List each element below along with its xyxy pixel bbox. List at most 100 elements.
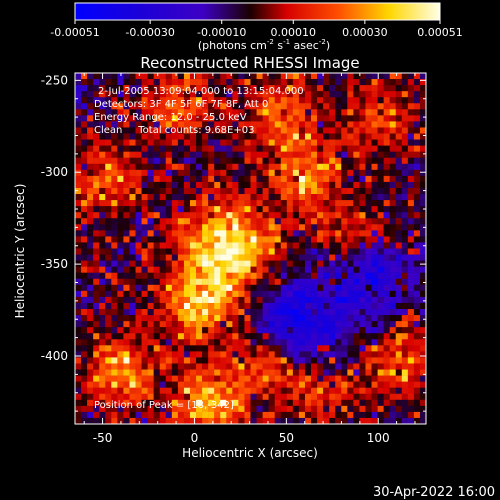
heatmap-cell xyxy=(111,230,118,237)
heatmap-cell xyxy=(280,302,288,310)
heatmap-cell xyxy=(165,393,173,401)
heatmap-cell xyxy=(383,115,390,122)
heatmap-cell xyxy=(147,175,154,183)
heatmap-cell xyxy=(329,194,336,201)
heatmap-cell xyxy=(123,363,130,370)
heatmap-cell xyxy=(232,363,239,370)
heatmap-cell xyxy=(238,115,245,122)
heatmap-cell xyxy=(159,375,167,382)
heatmap-cell xyxy=(135,351,142,358)
heatmap-cell xyxy=(304,315,312,322)
heatmap-cell xyxy=(298,309,306,316)
heatmap-cell xyxy=(401,115,409,122)
heatmap-cell xyxy=(274,290,282,298)
heatmap-cell xyxy=(196,333,203,340)
heatmap-cell xyxy=(87,333,94,340)
heatmap-cell xyxy=(250,121,257,128)
heatmap-cell xyxy=(274,85,282,92)
heatmap-cell xyxy=(256,127,263,134)
heatmap-cell xyxy=(365,181,372,189)
heatmap-cell xyxy=(365,103,372,110)
heatmap-cell xyxy=(171,381,179,388)
heatmap-cell xyxy=(268,345,275,352)
heatmap-cell xyxy=(214,369,221,376)
heatmap-cell xyxy=(256,393,263,401)
heatmap-cell xyxy=(87,115,94,122)
heatmap-cell xyxy=(262,224,269,231)
heatmap-cell xyxy=(286,145,294,152)
heatmap-cell xyxy=(280,230,288,237)
heatmap-cell xyxy=(177,103,185,110)
heatmap-cell xyxy=(141,345,148,352)
heatmap-cell xyxy=(238,417,245,424)
heatmap-cell xyxy=(208,139,215,146)
heatmap-cell xyxy=(141,91,148,98)
heatmap-cell xyxy=(220,212,227,219)
heatmap-cell xyxy=(304,97,312,104)
heatmap-cell xyxy=(323,97,330,104)
heatmap-cell xyxy=(365,115,372,122)
heatmap-cell xyxy=(413,145,421,152)
heatmap-cell xyxy=(292,351,300,358)
heatmap-cell xyxy=(87,127,94,134)
heatmap-cell xyxy=(335,381,342,388)
heatmap-cell xyxy=(286,321,294,328)
heatmap-cell xyxy=(274,399,282,407)
heatmap-cell xyxy=(183,309,191,316)
heatmap-cell xyxy=(159,284,167,292)
heatmap-cell xyxy=(196,206,203,213)
heatmap-cell xyxy=(317,363,324,370)
heatmap-cell xyxy=(395,339,403,346)
heatmap-cell xyxy=(244,212,251,219)
heatmap-cell xyxy=(395,115,403,122)
heatmap-cell xyxy=(286,405,294,413)
heatmap-cell xyxy=(335,284,342,292)
heatmap-cell xyxy=(365,254,372,261)
heatmap-cell xyxy=(129,145,136,152)
heatmap-cell xyxy=(196,284,203,292)
heatmap-cell xyxy=(232,393,239,401)
heatmap-cell xyxy=(226,157,233,165)
heatmap-cell xyxy=(311,260,318,267)
heatmap-cell xyxy=(274,296,282,304)
heatmap-cell xyxy=(311,200,318,207)
heatmap-cell xyxy=(165,339,173,346)
heatmap-cell xyxy=(286,333,294,340)
heatmap-cell xyxy=(274,236,282,243)
heatmap-cell xyxy=(383,399,390,407)
heatmap-cell xyxy=(268,151,275,158)
heatmap-cell xyxy=(165,290,173,298)
heatmap-cell xyxy=(105,296,112,304)
heatmap-cell xyxy=(280,97,288,104)
heatmap-cell xyxy=(383,133,390,140)
heatmap-cell xyxy=(129,296,136,304)
heatmap-cell xyxy=(159,187,167,195)
heatmap-cell xyxy=(419,411,426,419)
heatmap-cell xyxy=(226,309,233,316)
heatmap-cell xyxy=(280,272,288,280)
heatmap-cell xyxy=(413,236,421,243)
y-axis-label: Heliocentric Y (arcsec) xyxy=(13,184,27,319)
heatmap-cell xyxy=(87,224,94,231)
heatmap-cell xyxy=(220,236,227,243)
heatmap-cell xyxy=(238,248,245,255)
heatmap-cell xyxy=(353,357,360,364)
heatmap-cell xyxy=(353,290,360,298)
heatmap-cell xyxy=(274,175,282,183)
heatmap-cell xyxy=(232,194,239,201)
heatmap-cell xyxy=(177,296,185,304)
heatmap-cell xyxy=(341,387,348,394)
heatmap-cell xyxy=(323,151,330,158)
heatmap-cells xyxy=(75,73,426,424)
heatmap-cell xyxy=(117,381,124,388)
heatmap-cell xyxy=(298,224,306,231)
heatmap-cell xyxy=(111,381,118,388)
heatmap-cell xyxy=(256,417,263,424)
heatmap-cell xyxy=(123,405,130,413)
heatmap-cell xyxy=(353,309,360,316)
colorbar-tick-label: 0.00010 xyxy=(271,26,317,39)
heatmap-cell xyxy=(232,127,239,134)
heatmap-cell xyxy=(171,296,179,304)
heatmap-cell xyxy=(371,272,378,280)
heatmap-cell xyxy=(401,151,409,158)
